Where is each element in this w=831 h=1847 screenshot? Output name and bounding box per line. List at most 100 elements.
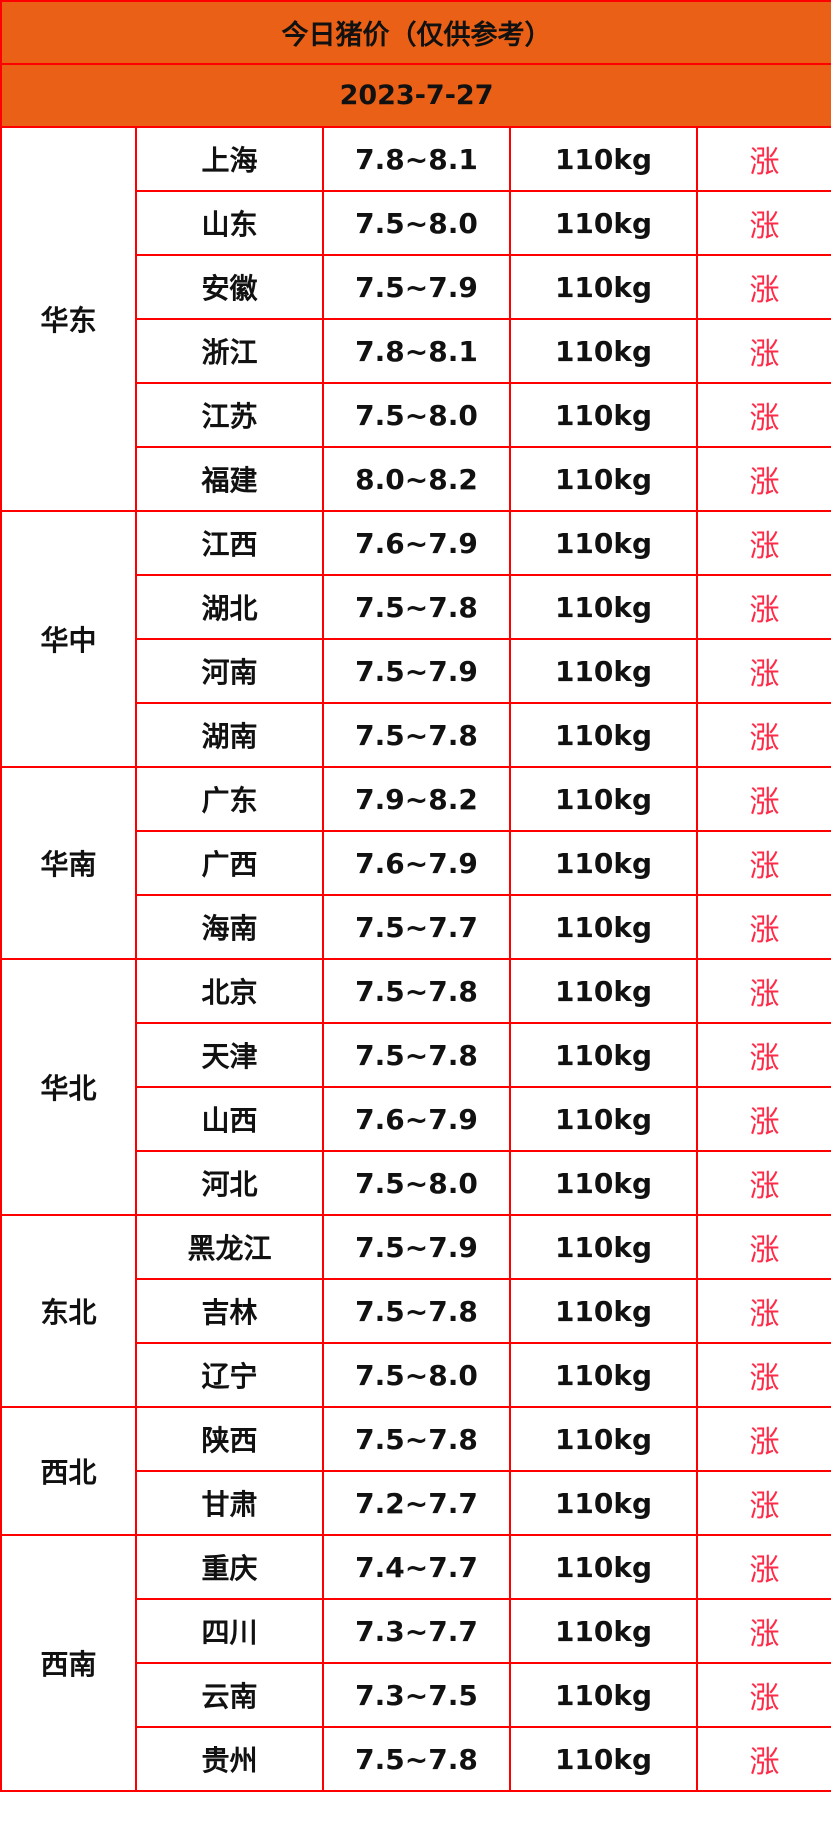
province-cell: 云南 [135,1662,324,1728]
weight-cell: 110kg [509,318,698,384]
price-cell: 7.5~7.8 [322,574,511,640]
trend-cell: 涨 [695,958,831,1024]
province-cell: 吉林 [135,1278,324,1344]
province-cell: 贵州 [135,1726,324,1792]
title-row: 今日猪价（仅供参考） [0,0,831,65]
table-row: 湖北 7.5~7.8 110kg 涨 [1,574,831,640]
province-cell: 四川 [135,1598,324,1664]
price-cell: 7.5~8.0 [322,1150,511,1216]
table-row: 西北 陕西 7.5~7.8 110kg 涨 [0,1406,831,1536]
trend-cell: 涨 [695,1598,831,1664]
trend-cell: 涨 [695,1406,831,1472]
province-cell: 湖南 [135,702,324,768]
table-row: 贵州 7.5~7.8 110kg 涨 [1,1726,831,1792]
table-row: 海南 7.5~7.7 110kg 涨 [1,894,831,960]
price-cell: 7.5~7.9 [322,254,511,320]
table-row: 华南 广东 7.9~8.2 110kg 涨 [0,766,831,960]
table-row: 河北 7.5~8.0 110kg 涨 [1,1150,831,1216]
trend-cell: 涨 [695,126,831,192]
table-row: 甘肃 7.2~7.7 110kg 涨 [1,1470,831,1536]
table-row: 辽宁 7.5~8.0 110kg 涨 [1,1342,831,1408]
weight-cell: 110kg [509,126,698,192]
weight-cell: 110kg [509,1086,698,1152]
province-cell: 广西 [135,830,324,896]
trend-cell: 涨 [695,382,831,448]
table-row: 华北 北京 7.5~7.8 110kg 涨 [0,958,831,1216]
pig-price-table: 今日猪价（仅供参考） 2023-7-27 华东 上海 7.8~8.1 110kg 涨山东… [0,0,831,1792]
province-cell: 广东 [135,766,324,832]
weight-cell: 110kg [509,382,698,448]
price-cell: 7.6~7.9 [322,510,511,576]
trend-cell: 涨 [695,510,831,576]
table-row: 东北 黑龙江 7.5~7.9 110kg 涨 [0,1214,831,1408]
trend-cell: 涨 [695,574,831,640]
price-cell: 7.3~7.7 [322,1598,511,1664]
price-cell: 7.9~8.2 [322,766,511,832]
table-row: 福建 8.0~8.2 110kg 涨 [1,446,831,512]
table-row: 山西 7.6~7.9 110kg 涨 [1,1086,831,1152]
province-cell: 福建 [135,446,324,512]
price-cell: 7.5~7.8 [322,1022,511,1088]
province-cell: 海南 [135,894,324,960]
price-cell: 7.5~8.0 [322,1342,511,1408]
region-cell: 东北 [0,1214,137,1408]
province-cell: 北京 [135,958,324,1024]
weight-cell: 110kg [509,1598,698,1664]
trend-cell: 涨 [695,1214,831,1280]
trend-cell: 涨 [695,638,831,704]
price-cell: 7.8~8.1 [322,318,511,384]
weight-cell: 110kg [509,1470,698,1536]
price-cell: 7.2~7.7 [322,1470,511,1536]
price-cell: 7.5~7.9 [322,1214,511,1280]
trend-cell: 涨 [695,1278,831,1344]
province-cell: 重庆 [135,1534,324,1600]
region-cell: 华南 [0,766,137,960]
table-row: 西南 重庆 7.4~7.7 110kg 涨 [0,1534,831,1792]
price-cell: 7.3~7.5 [322,1662,511,1728]
province-cell: 辽宁 [135,1342,324,1408]
table-row: 河南 7.5~7.9 110kg 涨 [1,638,831,704]
trend-cell: 涨 [695,1662,831,1728]
weight-cell: 110kg [509,446,698,512]
trend-cell: 涨 [695,702,831,768]
weight-cell: 110kg [509,830,698,896]
province-cell: 浙江 [135,318,324,384]
price-cell: 7.5~7.8 [322,1406,511,1472]
table-title: 今日猪价（仅供参考） [0,0,831,65]
table-row: 天津 7.5~7.8 110kg 涨 [1,1022,831,1088]
weight-cell: 110kg [509,190,698,256]
weight-cell: 110kg [509,1150,698,1216]
region-cell: 华东 [0,126,137,512]
province-cell: 江西 [135,510,324,576]
table-row: 华中 江西 7.6~7.9 110kg 涨 [0,510,831,768]
weight-cell: 110kg [509,574,698,640]
province-cell: 山东 [135,190,324,256]
weight-cell: 110kg [509,638,698,704]
price-cell: 7.6~7.9 [322,1086,511,1152]
weight-cell: 110kg [509,766,698,832]
trend-cell: 涨 [695,1534,831,1600]
price-cell: 7.5~7.8 [322,1726,511,1792]
trend-cell: 涨 [695,318,831,384]
weight-cell: 110kg [509,1662,698,1728]
table-row: 江苏 7.5~8.0 110kg 涨 [1,382,831,448]
weight-cell: 110kg [509,1342,698,1408]
weight-cell: 110kg [509,1406,698,1472]
province-cell: 安徽 [135,254,324,320]
table-row: 浙江 7.8~8.1 110kg 涨 [1,318,831,384]
weight-cell: 110kg [509,510,698,576]
date-row: 2023-7-27 [0,63,831,128]
region-cell: 西南 [0,1534,137,1792]
province-cell: 湖北 [135,574,324,640]
price-cell: 7.5~8.0 [322,190,511,256]
weight-cell: 110kg [509,894,698,960]
province-cell: 黑龙江 [135,1214,324,1280]
weight-cell: 110kg [509,1022,698,1088]
price-cell: 7.4~7.7 [322,1534,511,1600]
table-row: 四川 7.3~7.7 110kg 涨 [1,1598,831,1664]
price-cell: 7.5~7.8 [322,958,511,1024]
province-cell: 甘肃 [135,1470,324,1536]
province-cell: 河北 [135,1150,324,1216]
price-cell: 7.8~8.1 [322,126,511,192]
table-row: 山东 7.5~8.0 110kg 涨 [1,190,831,256]
